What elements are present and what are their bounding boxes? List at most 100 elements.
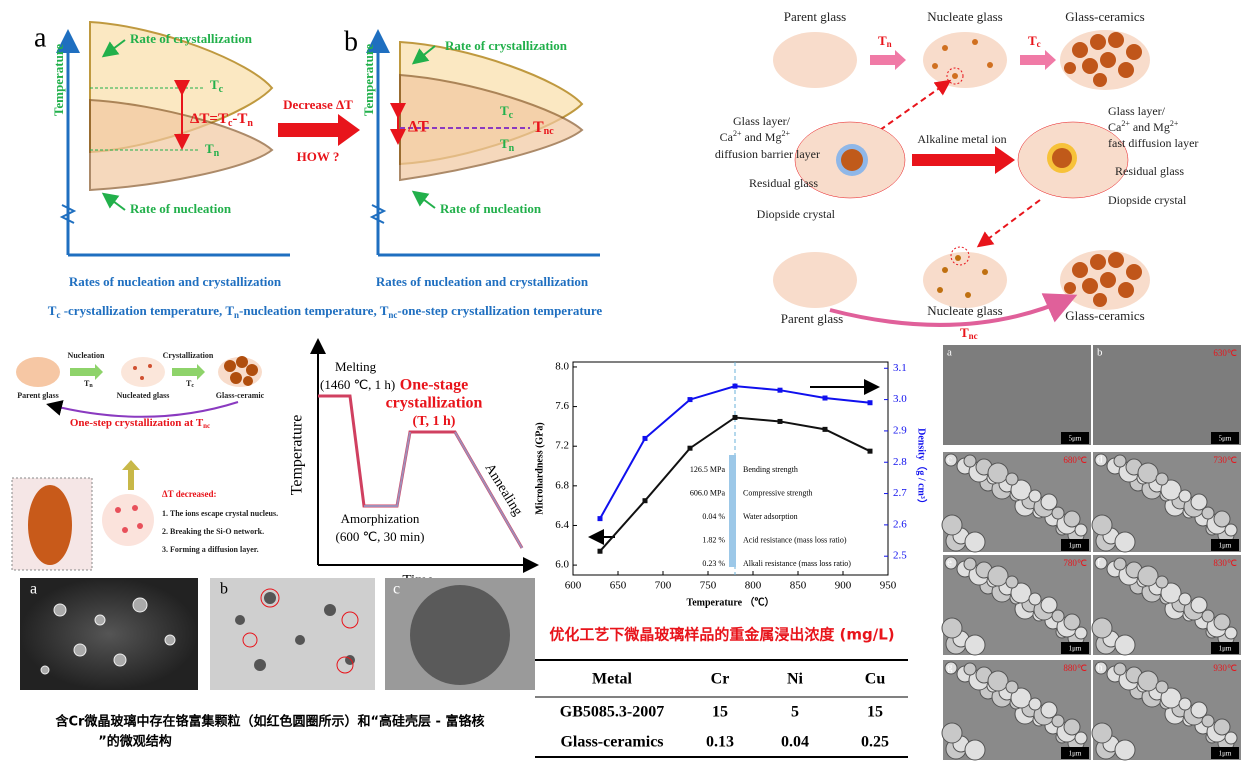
grain (1201, 609, 1215, 623)
x-tick-label: 950 (880, 580, 897, 592)
text-part: T (84, 379, 90, 388)
decoration (336, 656, 354, 674)
label: Ca2+ and Mg2+ (1108, 119, 1179, 134)
text-part: n (89, 383, 93, 389)
decoration (94, 614, 106, 626)
text-part: T (210, 77, 219, 92)
label: Diopside crystal (1108, 193, 1187, 207)
label: Parent glass (17, 391, 58, 400)
decoration (254, 659, 266, 671)
marker (597, 516, 603, 522)
axis-title: Temperature (289, 415, 306, 496)
grain (1028, 489, 1042, 503)
text-part: T (205, 141, 214, 156)
decoration (411, 190, 436, 209)
label: Residual glass (749, 176, 818, 190)
y-tick-label: 6.4 (555, 519, 569, 531)
label: Tn (84, 379, 93, 390)
table-cell: 5 (791, 704, 799, 721)
grain (1010, 582, 1032, 604)
label: Nucleated glass (117, 391, 170, 400)
micrograph (943, 345, 1091, 445)
text-part: n (247, 118, 253, 129)
panel-label: b (344, 26, 358, 57)
scale-bar-label: 5μm (1069, 435, 1082, 443)
x-axis-title: Temperature （℃） (686, 595, 774, 608)
grain (1155, 472, 1169, 486)
inset-label: Water adsorption (743, 512, 798, 521)
decoration (923, 32, 1007, 88)
grain (963, 454, 977, 468)
grain (1074, 731, 1088, 745)
grain (1178, 489, 1192, 503)
marker (867, 448, 873, 454)
y2-tick-label: 3.0 (893, 393, 907, 405)
decoration (101, 192, 126, 211)
grain (1113, 557, 1127, 571)
label: One-step crystallization at Tnc (70, 417, 210, 430)
label: Decrease ΔT (283, 97, 353, 112)
inset-value: 0.23 % (702, 559, 725, 568)
marker (777, 418, 783, 424)
label: Tc (1028, 33, 1041, 49)
scale-bar-bg (1211, 642, 1239, 654)
scale-bar-bg (1061, 747, 1089, 759)
y-tick-label: 6.0 (555, 559, 569, 571)
label: 3. Forming a diffusion layer. (162, 545, 259, 554)
panel-label: c (947, 454, 952, 466)
axis-title: Rates of nucleation and crystallization (376, 274, 589, 289)
panel-label: b (1097, 347, 1103, 359)
y2-tick-label: 2.7 (893, 487, 907, 499)
decoration (950, 246, 970, 266)
scale-bar-label: 5μm (1219, 435, 1232, 443)
table-cell: 0.13 (706, 734, 734, 751)
table: 优化工艺下微晶玻璃样品的重金属浸出浓度 (mg/L) Metal Cr Ni Cu GB… (535, 626, 908, 758)
decoration (236, 356, 248, 368)
decoration (841, 149, 863, 171)
decoration (1093, 73, 1107, 87)
label: Tn (205, 141, 220, 159)
panel-mechanism: Parent glass Nucleate glass Glass-cerami… (715, 9, 1199, 341)
decoration (773, 252, 857, 308)
text-part: -one-step crystallization temperature (397, 303, 602, 318)
marker (732, 414, 738, 420)
grain (1224, 626, 1238, 640)
decoration (1100, 52, 1116, 68)
grain (1178, 697, 1192, 711)
marker (822, 426, 828, 432)
temperature-label: 630℃ (1213, 348, 1237, 358)
grain (963, 662, 977, 676)
decoration (879, 79, 952, 131)
text-part: T (186, 379, 192, 388)
scale-bar-bg (1061, 539, 1089, 551)
grain (1213, 613, 1231, 631)
decoration (364, 431, 523, 549)
table-header: Ni (787, 671, 804, 688)
grain (1160, 582, 1182, 604)
marker (687, 445, 693, 451)
marker (687, 397, 693, 403)
grain (1005, 472, 1019, 486)
x-tick-label: 850 (790, 580, 807, 592)
grain (1114, 531, 1136, 553)
grain (1113, 454, 1127, 468)
decoration (1126, 44, 1142, 60)
grain (941, 722, 963, 744)
decoration (932, 63, 938, 69)
decoration (1118, 62, 1134, 78)
caption: ”的微观结构 (98, 734, 172, 750)
panel-scheme: Parent glass Nucleation Tn Nucleated gla… (11, 351, 278, 571)
panel-label: b (220, 581, 228, 598)
label: (600 ℃, 30 min) (336, 529, 425, 544)
label: ΔT=Tc-Tn (190, 111, 253, 129)
scale-bar-bg (1061, 432, 1089, 444)
label: Parent glass (781, 311, 843, 326)
grain (1224, 731, 1238, 745)
grain (1113, 662, 1127, 676)
label: ΔT decreased: (162, 489, 217, 499)
decoration (122, 460, 140, 490)
decoration (1082, 58, 1098, 74)
grain (1051, 714, 1065, 728)
decoration (235, 615, 245, 625)
